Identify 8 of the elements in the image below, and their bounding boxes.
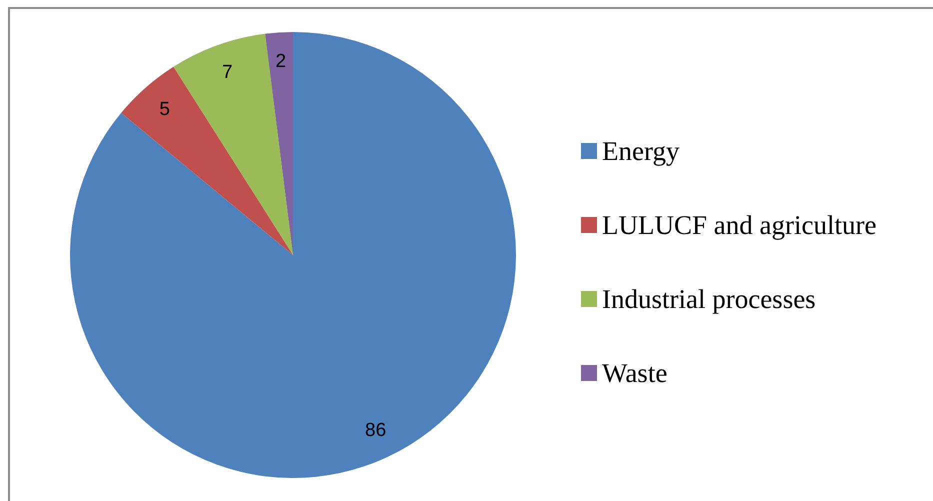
- legend-label: Industrial processes: [602, 284, 816, 314]
- data-label: 2: [276, 50, 286, 72]
- data-label: 86: [365, 420, 386, 442]
- legend-label: Energy: [602, 136, 680, 166]
- data-label: 5: [159, 98, 170, 120]
- legend-label: Waste: [602, 358, 668, 388]
- data-label: 7: [222, 62, 233, 83]
- legend-label: LULUCF and agriculture: [602, 210, 876, 240]
